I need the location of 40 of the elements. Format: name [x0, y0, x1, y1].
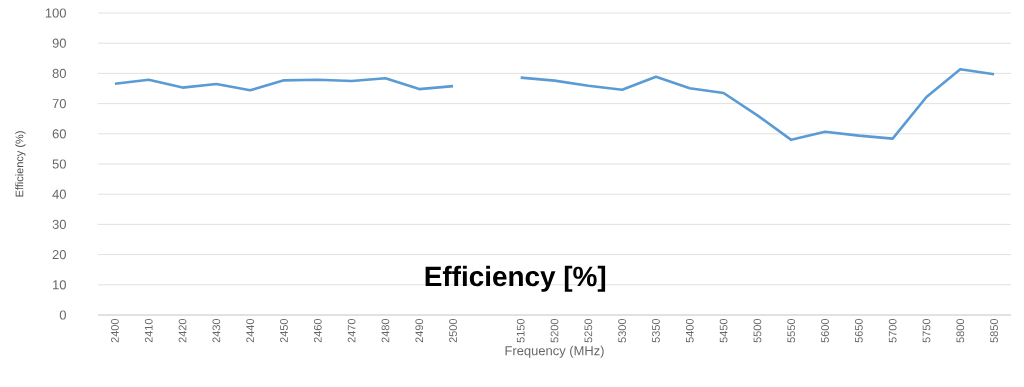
x-tick-label: 2420: [178, 318, 187, 343]
x-tick-label: 2470: [347, 318, 356, 343]
x-tick-label: 5700: [888, 318, 897, 343]
x-tick-label: 2500: [449, 318, 457, 343]
x-tick-label: 5450: [719, 318, 728, 343]
y-tick-label: 70: [52, 99, 66, 109]
x-tick-label: 5350: [652, 318, 660, 343]
x-tick-label: 5200: [550, 318, 559, 343]
x-tick-label: 5250: [584, 318, 593, 343]
x-tick-label: 5650: [854, 318, 863, 343]
y-tick-label: 0: [59, 310, 66, 320]
x-tick-label: 5600: [821, 318, 829, 343]
x-tick-label: 5500: [753, 318, 762, 343]
x-tick-label: 2480: [381, 318, 390, 343]
x-tick-label: 5750: [922, 318, 931, 343]
y-tick-label: 90: [52, 38, 66, 48]
x-tick-label: 2490: [415, 318, 424, 343]
y-tick-label: 60: [52, 129, 66, 139]
x-tick-label: 2460: [313, 318, 322, 343]
y-tick-label: 20: [52, 250, 66, 260]
x-tick-label: 5850: [990, 318, 998, 343]
x-tick-label: 5400: [685, 318, 694, 343]
y-tick-label: 50: [52, 159, 66, 169]
y-axis-title: Efficiency (%): [15, 131, 26, 197]
x-tick-label: 2450: [280, 318, 288, 343]
y-tick-label: 40: [52, 189, 66, 199]
x-tick-label: 5150: [516, 318, 525, 343]
y-tick-label: 80: [52, 68, 66, 78]
x-tick-label: 5550: [787, 318, 796, 343]
x-tick-label: 2430: [212, 318, 221, 343]
x-tick-label: 5300: [618, 318, 627, 343]
y-tick-label: 10: [53, 280, 66, 290]
x-tick-label: 2400: [111, 318, 119, 343]
y-tick-label: 30: [52, 219, 66, 229]
x-tick-label: 5800: [956, 318, 965, 343]
x-axis-title: Frequency (MHz): [505, 345, 604, 358]
text: Efficiency [%]: [425, 265, 606, 292]
x-tick-label: 2440: [246, 318, 255, 343]
x-tick-label: 2410: [144, 318, 153, 343]
y-tick-label: 100: [45, 8, 66, 18]
